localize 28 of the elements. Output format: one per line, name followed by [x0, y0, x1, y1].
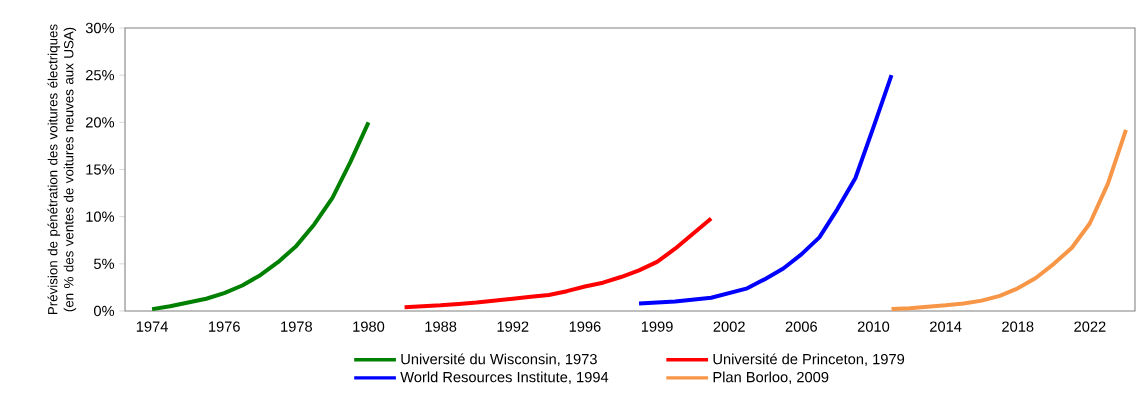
y-axis-title: Prévision de pénétration des voitures électriques (en % des ventes de voitures neuves aux USA)	[47, 24, 77, 315]
legend-label: World Resources Institute, 1994	[400, 371, 609, 385]
x-tick-label: 2014	[930, 321, 962, 332]
x-tick-label: 1996	[569, 321, 601, 332]
y-tick-label: 5%	[94, 258, 115, 269]
legend-label: Plan Borloo, 2009	[713, 371, 829, 385]
y-tick-label: 20%	[85, 117, 115, 128]
y-tick-label: 15%	[86, 164, 115, 175]
x-tick-label: 1992	[497, 321, 529, 332]
x-tick-label: 2002	[713, 321, 745, 332]
x-tick-label: 1980	[353, 321, 385, 332]
y-tick-label: 30%	[85, 22, 115, 34]
x-tick-label: 2010	[857, 321, 890, 332]
y-tick-label: 0%	[93, 305, 115, 317]
x-tick-label: 1999	[641, 321, 673, 332]
x-tick-label: 1976	[209, 321, 240, 332]
x-tick-label: 1988	[425, 321, 457, 332]
line-series	[150, 120, 371, 311]
x-tick-label: 1974	[136, 321, 168, 332]
legend-label: Université du Wisconsin, 1973	[401, 353, 597, 367]
line-series	[889, 127, 1128, 311]
y-tick-label: 10%	[86, 211, 115, 222]
legend-label: Université de Princeton, 1979	[713, 353, 905, 367]
y-tick-label: 25%	[85, 69, 115, 81]
x-tick-label: 1978	[281, 321, 313, 332]
x-tick-label: 2018	[1002, 321, 1034, 332]
x-tick-label: 2006	[785, 321, 817, 332]
x-tick-label: 2022	[1074, 321, 1106, 332]
